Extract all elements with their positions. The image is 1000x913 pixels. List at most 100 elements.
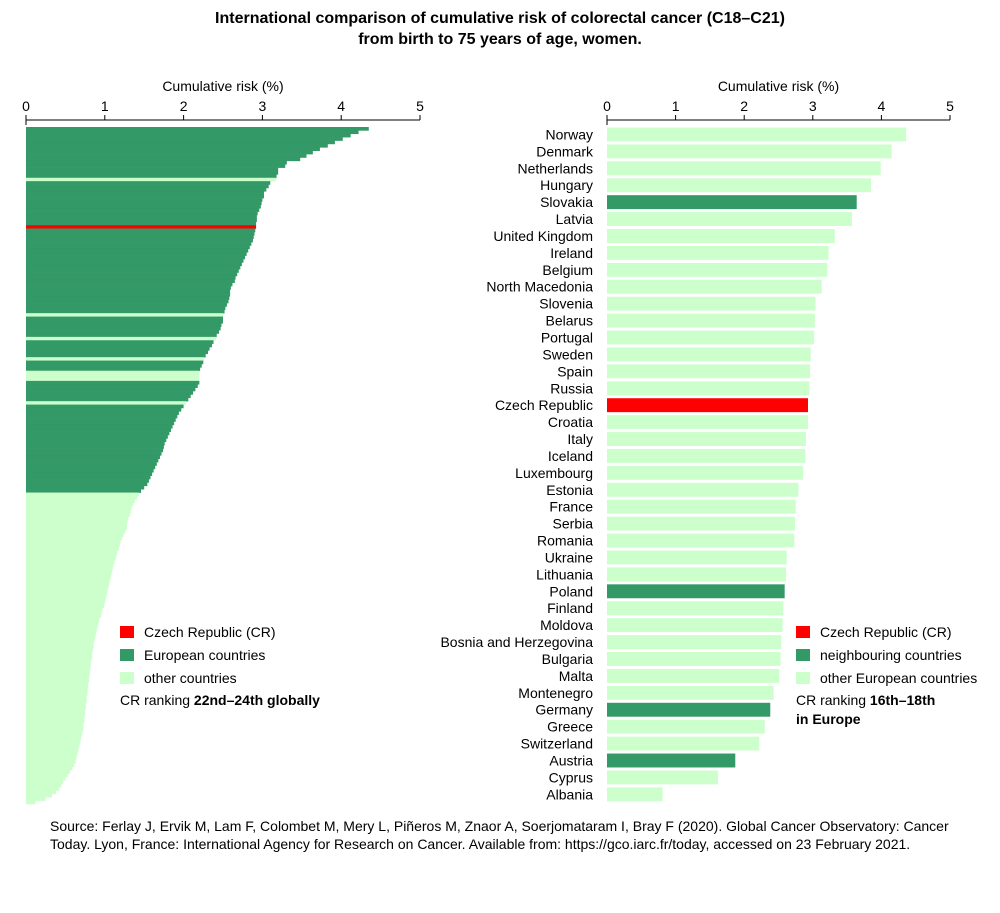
global-bar bbox=[26, 776, 66, 781]
global-bars bbox=[26, 127, 369, 805]
global-bar bbox=[26, 269, 239, 273]
global-bar bbox=[26, 655, 93, 659]
global-bar bbox=[26, 732, 82, 737]
category-label-portugal: Portugal bbox=[541, 330, 593, 346]
category-label-italy: Italy bbox=[567, 431, 593, 447]
global-bar bbox=[26, 634, 96, 639]
global-bar bbox=[26, 204, 261, 209]
global-bar bbox=[26, 330, 220, 334]
europe-tick-label: 4 bbox=[878, 98, 886, 114]
global-bar bbox=[26, 624, 98, 629]
global-bar bbox=[26, 245, 250, 250]
global-axis: Cumulative risk (%) 0 1 2 3 4 5 bbox=[22, 78, 424, 125]
global-bar bbox=[26, 516, 129, 520]
global-bar bbox=[26, 421, 175, 426]
category-label-france: France bbox=[549, 499, 593, 515]
global-bar bbox=[26, 760, 76, 764]
global-bar bbox=[26, 201, 262, 206]
global-bar bbox=[26, 428, 171, 432]
global-bar bbox=[26, 482, 148, 487]
global-bar bbox=[26, 262, 242, 267]
global-bar bbox=[26, 526, 127, 531]
global-bar bbox=[26, 739, 81, 744]
source-note: Source: Ferlay J, Ervik M, Lam F, Colomb… bbox=[50, 818, 949, 852]
global-bar bbox=[26, 621, 99, 625]
global-bar bbox=[26, 323, 222, 328]
global-bar bbox=[26, 238, 253, 243]
global-bar bbox=[26, 303, 227, 307]
global-bar bbox=[26, 560, 115, 564]
global-ranking-note: CR ranking 22nd–24th globally bbox=[120, 691, 320, 710]
global-bar bbox=[26, 611, 102, 615]
bar-luxembourg bbox=[607, 465, 804, 480]
global-bar bbox=[26, 272, 238, 277]
global-bar bbox=[26, 370, 200, 375]
global-bar bbox=[26, 523, 127, 527]
legend-item-cr-europe: Czech Republic (CR) bbox=[796, 620, 977, 643]
global-bar bbox=[26, 580, 110, 585]
global-tick-label: 5 bbox=[416, 98, 424, 114]
global-bar bbox=[26, 509, 131, 514]
global-bar bbox=[26, 242, 252, 246]
global-bar bbox=[26, 279, 235, 283]
global-bar bbox=[26, 485, 145, 490]
global-bar bbox=[26, 529, 126, 534]
global-bar bbox=[26, 712, 86, 717]
legend-swatch-other-european bbox=[796, 671, 810, 684]
global-bar bbox=[26, 191, 264, 195]
bar-netherlands bbox=[607, 161, 881, 176]
global-bar bbox=[26, 411, 179, 416]
europe-axis-label: Cumulative risk (%) bbox=[718, 78, 839, 94]
europe-tick-label: 5 bbox=[946, 98, 954, 114]
bar-latvia bbox=[607, 212, 852, 227]
global-bar bbox=[26, 140, 335, 145]
bar-germany bbox=[607, 702, 771, 717]
global-bar bbox=[26, 157, 301, 162]
global-bar bbox=[26, 705, 86, 710]
global-bar bbox=[26, 780, 64, 784]
global-bar bbox=[26, 177, 276, 182]
global-bar bbox=[26, 607, 103, 612]
europe-ranking-prefix: CR ranking bbox=[796, 692, 870, 708]
category-label-germany: Germany bbox=[535, 702, 593, 718]
legend-label-other-european: other European countries bbox=[820, 669, 978, 686]
global-bar bbox=[26, 573, 112, 578]
bar-ireland bbox=[607, 245, 829, 260]
legend-label-neighbouring: neighbouring countries bbox=[820, 646, 962, 663]
category-label-spain: Spain bbox=[557, 363, 593, 379]
global-bar bbox=[26, 143, 328, 148]
global-bar bbox=[26, 299, 229, 304]
global-bar bbox=[26, 665, 91, 669]
bar-poland bbox=[607, 584, 785, 599]
europe-tick-label: 1 bbox=[672, 98, 680, 114]
category-label-switzerland: Switzerland bbox=[521, 736, 593, 752]
global-bar bbox=[26, 468, 154, 473]
category-label-iceland: Iceland bbox=[548, 448, 593, 464]
category-label-north-macedonia: North Macedonia bbox=[486, 279, 593, 295]
bar-ukraine bbox=[607, 550, 787, 565]
europe-tick-label: 2 bbox=[740, 98, 748, 114]
global-bar bbox=[26, 380, 200, 385]
global-bar bbox=[26, 194, 264, 199]
category-label-lithuania: Lithuania bbox=[536, 566, 593, 582]
category-label-moldova: Moldova bbox=[540, 617, 593, 633]
legend-label-cr-europe: Czech Republic (CR) bbox=[820, 623, 952, 640]
global-bar bbox=[26, 702, 86, 707]
bar-greece bbox=[607, 719, 765, 734]
category-label-denmark: Denmark bbox=[536, 143, 594, 159]
global-bar bbox=[26, 252, 247, 256]
bar-montenegro bbox=[607, 685, 774, 700]
bar-russia bbox=[607, 381, 810, 396]
legend-swatch-neighbouring bbox=[796, 648, 810, 661]
global-bar bbox=[26, 533, 124, 537]
category-label-serbia: Serbia bbox=[553, 516, 594, 532]
global-bar bbox=[26, 374, 200, 378]
global-bar bbox=[26, 753, 78, 757]
legend-item-european: European countries bbox=[120, 643, 320, 666]
category-label-russia: Russia bbox=[550, 380, 593, 396]
global-bar bbox=[26, 350, 209, 355]
bar-slovakia bbox=[607, 195, 857, 210]
global-bar bbox=[26, 394, 191, 399]
global-bar bbox=[26, 695, 87, 700]
